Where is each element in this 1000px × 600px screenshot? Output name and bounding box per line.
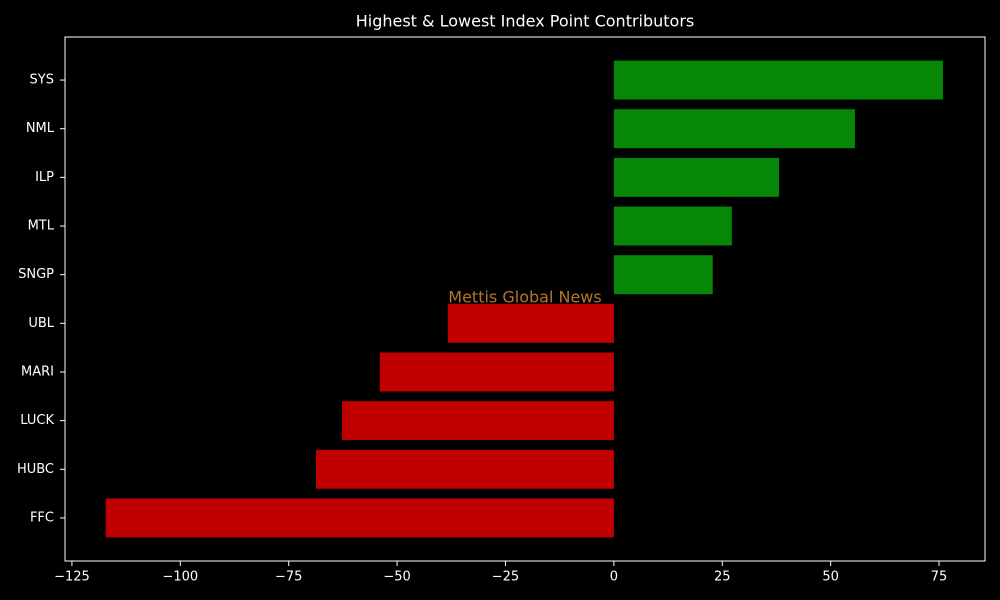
x-tick-label: 75 [931,570,948,585]
x-tick-label: −125 [54,570,90,585]
x-tick-label: 25 [714,570,731,585]
watermark: Mettis Global News [448,288,601,307]
bar [342,401,614,441]
y-tick-label: SNGP [18,267,54,282]
y-tick-label: HUBC [17,462,54,477]
bar [447,303,614,343]
x-tick-label: −75 [275,570,302,585]
plot-frame [64,36,986,562]
y-tick-label: FFC [30,510,54,525]
x-tick-label: 0 [610,570,618,585]
bar [613,157,780,197]
y-tick-label: NML [26,121,55,136]
bar [316,449,614,489]
bar [105,498,614,538]
bar [613,255,713,295]
x-tick-label: −50 [383,570,410,585]
y-tick-label: MARI [21,364,54,379]
bar [379,352,614,392]
bar [613,206,732,246]
x-tick-label: −25 [492,570,519,585]
y-tick-label: MTL [28,219,55,234]
x-tick-label: −100 [162,570,198,585]
y-tick-label: LUCK [20,413,54,428]
chart-title: Highest & Lowest Index Point Contributor… [356,12,695,31]
bar [613,60,943,100]
y-tick-label: ILP [35,170,54,185]
y-tick-label: UBL [28,316,54,331]
bar [613,109,855,149]
y-tick-label: SYS [30,73,54,88]
x-tick-label: 50 [822,570,839,585]
